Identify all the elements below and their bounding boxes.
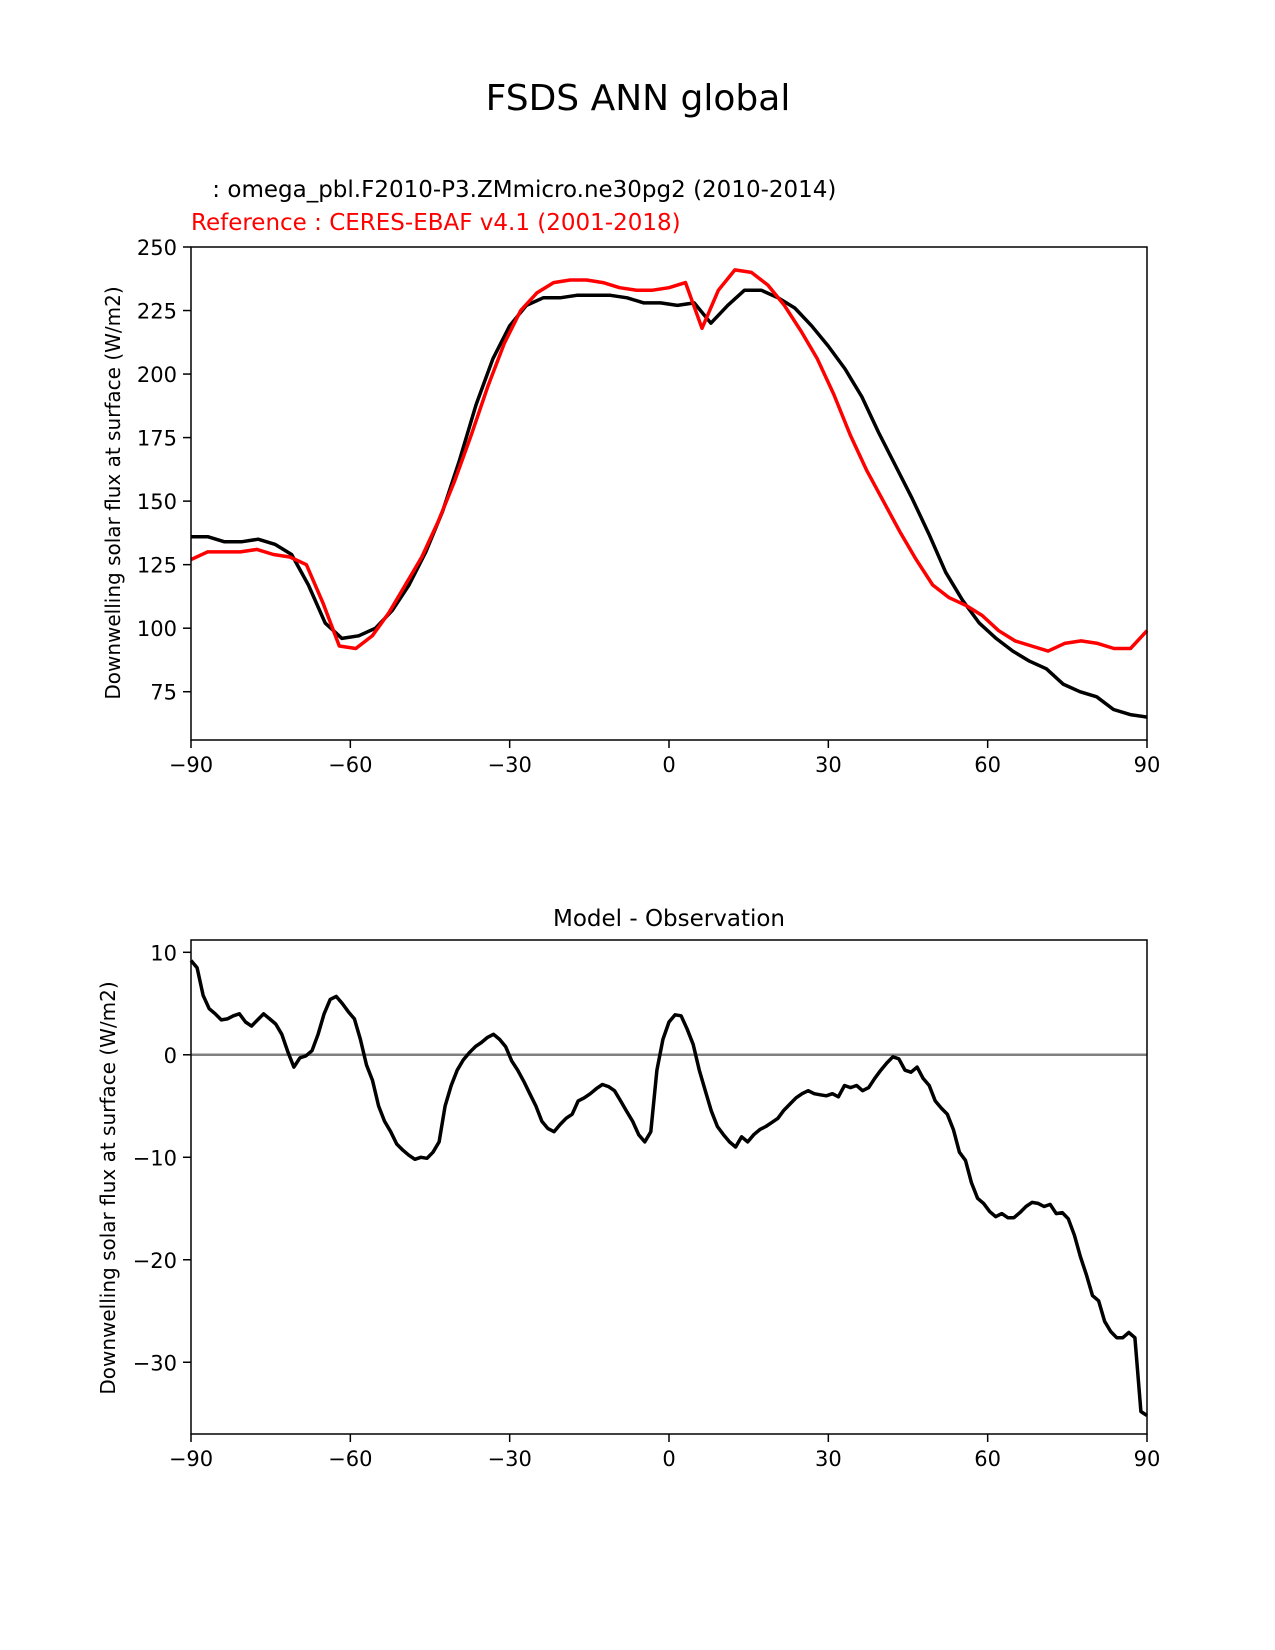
top-series-line-reference bbox=[190, 268, 1149, 653]
top-y-tick-label: 150 bbox=[137, 490, 177, 514]
top-y-tick-label: 75 bbox=[150, 681, 177, 705]
top-panel: : omega_pbl.F2010-P3.ZMmicro.ne30pg2 (20… bbox=[101, 177, 1160, 777]
bottom-x-tick-label: 0 bbox=[662, 1447, 675, 1471]
top-series-line-test bbox=[191, 288, 1148, 719]
bottom-plot-area: −90 −60 −30 0 30 60 90 −30 −20 −10 0 10 bbox=[133, 939, 1161, 1471]
top-x-tick-label: 90 bbox=[1134, 753, 1161, 777]
top-y-tick-label: 175 bbox=[137, 427, 177, 451]
bottom-series-line-model-observation bbox=[189, 959, 1148, 1418]
bottom-x-tick-label: 90 bbox=[1134, 1447, 1161, 1471]
top-axes-frame bbox=[190, 246, 1148, 741]
top-y-tick-label: 125 bbox=[137, 554, 177, 578]
bottom-x-tick-label: −90 bbox=[169, 1447, 213, 1471]
top-y-axis-label: Downwelling solar flux at surface (W/m2) bbox=[101, 286, 125, 699]
bottom-y-axis-label: Downwelling solar flux at surface (W/m2) bbox=[96, 981, 120, 1394]
bottom-x-tick-label: −60 bbox=[328, 1447, 372, 1471]
top-y-tick-label: 250 bbox=[137, 236, 177, 260]
figure-title: FSDS ANN global bbox=[486, 78, 791, 119]
top-x-tick-label: −30 bbox=[488, 753, 532, 777]
bottom-y-tick-label: −30 bbox=[133, 1351, 177, 1375]
bottom-y-tick-label: 10 bbox=[150, 941, 177, 965]
top-x-tick-label: 30 bbox=[815, 753, 842, 777]
bottom-x-tick-label: 60 bbox=[974, 1447, 1001, 1471]
bottom-y-tick-label: −10 bbox=[133, 1146, 177, 1170]
bottom-y-tick-label: −20 bbox=[133, 1249, 177, 1273]
top-y-tick-label: 100 bbox=[137, 617, 177, 641]
top-y-tick-label: 200 bbox=[137, 363, 177, 387]
top-x-tick-label: −90 bbox=[169, 753, 213, 777]
bottom-x-tick-label: 30 bbox=[815, 1447, 842, 1471]
top-y-tick-label: 225 bbox=[137, 300, 177, 324]
bottom-axes-frame bbox=[190, 939, 1148, 1435]
bottom-x-tick-label: −30 bbox=[488, 1447, 532, 1471]
top-x-tick-label: 0 bbox=[662, 753, 675, 777]
test-label: : omega_pbl.F2010-P3.ZMmicro.ne30pg2 (20… bbox=[205, 177, 836, 203]
bottom-panel-title: Model - Observation bbox=[553, 906, 785, 932]
bottom-panel: Model - Observation Downwelling solar fl… bbox=[96, 906, 1160, 1471]
reference-label: Reference : CERES-EBAF v4.1 (2001-2018) bbox=[191, 210, 681, 236]
bottom-y-tick-label: 0 bbox=[164, 1044, 177, 1068]
top-x-tick-label: 60 bbox=[974, 753, 1001, 777]
top-plot-area: −90 −60 −30 0 30 60 90 75 100 125 150 175 200 225 250 bbox=[137, 236, 1160, 777]
top-x-tick-label: −60 bbox=[328, 753, 372, 777]
